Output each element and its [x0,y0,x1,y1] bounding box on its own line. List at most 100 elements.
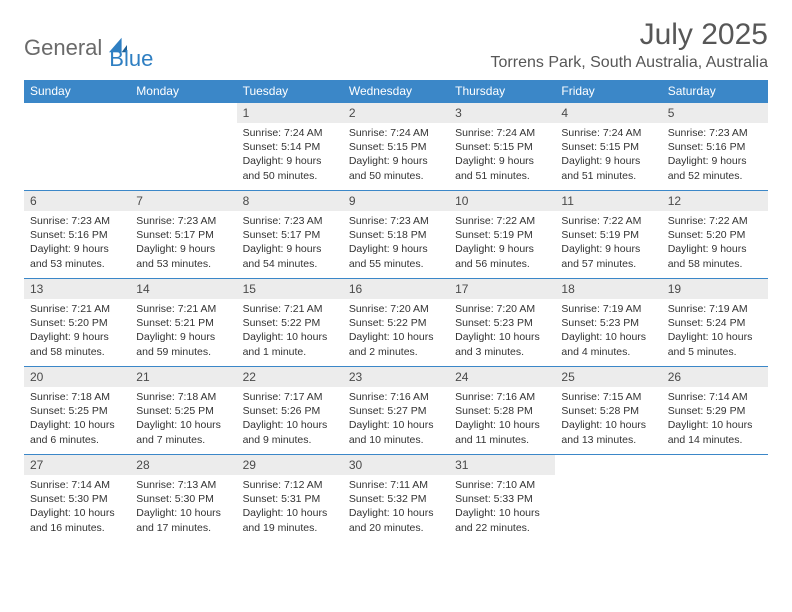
day-number: 29 [237,455,343,475]
day-number: 30 [343,455,449,475]
day-details: Sunrise: 7:23 AMSunset: 5:18 PMDaylight:… [343,211,449,277]
day-details: Sunrise: 7:19 AMSunset: 5:24 PMDaylight:… [662,299,768,365]
calendar-week-row: 13Sunrise: 7:21 AMSunset: 5:20 PMDayligh… [24,279,768,367]
day-details: Sunrise: 7:23 AMSunset: 5:16 PMDaylight:… [662,123,768,189]
day-number: 16 [343,279,449,299]
calendar-day-cell: 11Sunrise: 7:22 AMSunset: 5:19 PMDayligh… [555,191,661,279]
weekday-header: Sunday [24,80,130,103]
calendar-header-row: SundayMondayTuesdayWednesdayThursdayFrid… [24,80,768,103]
day-number: 28 [130,455,236,475]
day-number: 17 [449,279,555,299]
calendar-day-cell: 21Sunrise: 7:18 AMSunset: 5:25 PMDayligh… [130,367,236,455]
day-number: 1 [237,103,343,123]
day-details: Sunrise: 7:22 AMSunset: 5:20 PMDaylight:… [662,211,768,277]
calendar-day-cell: 4Sunrise: 7:24 AMSunset: 5:15 PMDaylight… [555,103,661,191]
calendar-day-cell: 23Sunrise: 7:16 AMSunset: 5:27 PMDayligh… [343,367,449,455]
calendar-day-cell: 10Sunrise: 7:22 AMSunset: 5:19 PMDayligh… [449,191,555,279]
weekday-header: Thursday [449,80,555,103]
calendar-body: .... 1Sunrise: 7:24 AMSunset: 5:14 PMDayl… [24,103,768,543]
calendar-day-cell: 29Sunrise: 7:12 AMSunset: 5:31 PMDayligh… [237,455,343,543]
day-number: 22 [237,367,343,387]
day-details: Sunrise: 7:16 AMSunset: 5:28 PMDaylight:… [449,387,555,453]
weekday-header: Friday [555,80,661,103]
day-details: Sunrise: 7:22 AMSunset: 5:19 PMDaylight:… [555,211,661,277]
day-number: 8 [237,191,343,211]
day-details: Sunrise: 7:13 AMSunset: 5:30 PMDaylight:… [130,475,236,541]
day-details: Sunrise: 7:14 AMSunset: 5:30 PMDaylight:… [24,475,130,541]
weekday-header: Monday [130,80,236,103]
day-number: 18 [555,279,661,299]
day-details: Sunrise: 7:24 AMSunset: 5:15 PMDaylight:… [449,123,555,189]
month-title: July 2025 [491,18,768,52]
day-details: Sunrise: 7:24 AMSunset: 5:15 PMDaylight:… [343,123,449,189]
day-number: 24 [449,367,555,387]
calendar-page: General Blue July 2025 Torrens Park, Sou… [0,0,792,561]
day-details: Sunrise: 7:23 AMSunset: 5:17 PMDaylight:… [237,211,343,277]
calendar-day-cell: 28Sunrise: 7:13 AMSunset: 5:30 PMDayligh… [130,455,236,543]
calendar-day-cell: 6Sunrise: 7:23 AMSunset: 5:16 PMDaylight… [24,191,130,279]
day-details: Sunrise: 7:21 AMSunset: 5:22 PMDaylight:… [237,299,343,365]
weekday-header: Tuesday [237,80,343,103]
day-number: 3 [449,103,555,123]
day-number: 26 [662,367,768,387]
calendar-day-cell: 7Sunrise: 7:23 AMSunset: 5:17 PMDaylight… [130,191,236,279]
day-number: 13 [24,279,130,299]
day-number: 2 [343,103,449,123]
day-details: Sunrise: 7:20 AMSunset: 5:22 PMDaylight:… [343,299,449,365]
calendar-day-cell: 3Sunrise: 7:24 AMSunset: 5:15 PMDaylight… [449,103,555,191]
day-number: 6 [24,191,130,211]
weekday-header: Wednesday [343,80,449,103]
day-details: Sunrise: 7:10 AMSunset: 5:33 PMDaylight:… [449,475,555,541]
calendar-day-cell: 9Sunrise: 7:23 AMSunset: 5:18 PMDaylight… [343,191,449,279]
day-number: 4 [555,103,661,123]
calendar-day-cell: 26Sunrise: 7:14 AMSunset: 5:29 PMDayligh… [662,367,768,455]
calendar-day-cell: 24Sunrise: 7:16 AMSunset: 5:28 PMDayligh… [449,367,555,455]
day-details: Sunrise: 7:18 AMSunset: 5:25 PMDaylight:… [130,387,236,453]
calendar-week-row: 20Sunrise: 7:18 AMSunset: 5:25 PMDayligh… [24,367,768,455]
calendar-day-cell: 8Sunrise: 7:23 AMSunset: 5:17 PMDaylight… [237,191,343,279]
calendar-day-cell: 31Sunrise: 7:10 AMSunset: 5:33 PMDayligh… [449,455,555,543]
calendar-week-row: ....1Sunrise: 7:24 AMSunset: 5:14 PMDayl… [24,103,768,191]
day-details: Sunrise: 7:23 AMSunset: 5:17 PMDaylight:… [130,211,236,277]
day-number: 20 [24,367,130,387]
calendar-day-cell: 13Sunrise: 7:21 AMSunset: 5:20 PMDayligh… [24,279,130,367]
calendar-day-cell: 22Sunrise: 7:17 AMSunset: 5:26 PMDayligh… [237,367,343,455]
calendar-day-cell: .. [24,103,130,191]
day-details: Sunrise: 7:17 AMSunset: 5:26 PMDaylight:… [237,387,343,453]
calendar-day-cell: 12Sunrise: 7:22 AMSunset: 5:20 PMDayligh… [662,191,768,279]
calendar-day-cell: .. [662,455,768,543]
calendar-day-cell: 30Sunrise: 7:11 AMSunset: 5:32 PMDayligh… [343,455,449,543]
calendar-day-cell: 15Sunrise: 7:21 AMSunset: 5:22 PMDayligh… [237,279,343,367]
day-number: 7 [130,191,236,211]
logo: General Blue [24,24,153,72]
calendar-day-cell: 17Sunrise: 7:20 AMSunset: 5:23 PMDayligh… [449,279,555,367]
calendar-day-cell: 25Sunrise: 7:15 AMSunset: 5:28 PMDayligh… [555,367,661,455]
day-details: Sunrise: 7:18 AMSunset: 5:25 PMDaylight:… [24,387,130,453]
day-details: Sunrise: 7:24 AMSunset: 5:15 PMDaylight:… [555,123,661,189]
calendar-week-row: 27Sunrise: 7:14 AMSunset: 5:30 PMDayligh… [24,455,768,543]
calendar-day-cell: 18Sunrise: 7:19 AMSunset: 5:23 PMDayligh… [555,279,661,367]
calendar-day-cell: 19Sunrise: 7:19 AMSunset: 5:24 PMDayligh… [662,279,768,367]
day-number: 23 [343,367,449,387]
title-block: July 2025 Torrens Park, South Australia,… [491,18,768,72]
day-number: 14 [130,279,236,299]
logo-text-blue: Blue [109,46,153,72]
day-number: 5 [662,103,768,123]
calendar-day-cell: 5Sunrise: 7:23 AMSunset: 5:16 PMDaylight… [662,103,768,191]
weekday-header: Saturday [662,80,768,103]
day-details: Sunrise: 7:16 AMSunset: 5:27 PMDaylight:… [343,387,449,453]
day-number: 19 [662,279,768,299]
day-number: 15 [237,279,343,299]
day-details: Sunrise: 7:19 AMSunset: 5:23 PMDaylight:… [555,299,661,365]
calendar-week-row: 6Sunrise: 7:23 AMSunset: 5:16 PMDaylight… [24,191,768,279]
location-subtitle: Torrens Park, South Australia, Australia [491,54,768,72]
day-details: Sunrise: 7:15 AMSunset: 5:28 PMDaylight:… [555,387,661,453]
day-details: Sunrise: 7:24 AMSunset: 5:14 PMDaylight:… [237,123,343,189]
calendar-day-cell: 2Sunrise: 7:24 AMSunset: 5:15 PMDaylight… [343,103,449,191]
day-number: 31 [449,455,555,475]
day-number: 25 [555,367,661,387]
calendar-day-cell: 1Sunrise: 7:24 AMSunset: 5:14 PMDaylight… [237,103,343,191]
day-details: Sunrise: 7:21 AMSunset: 5:20 PMDaylight:… [24,299,130,365]
day-details: Sunrise: 7:22 AMSunset: 5:19 PMDaylight:… [449,211,555,277]
logo-text-general: General [24,35,102,61]
